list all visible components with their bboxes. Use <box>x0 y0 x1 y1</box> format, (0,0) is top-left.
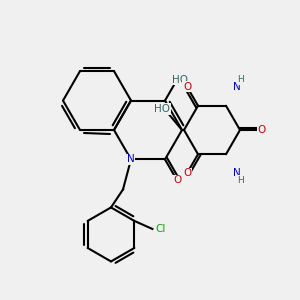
Text: HO: HO <box>172 75 188 85</box>
Text: O: O <box>258 125 266 135</box>
Text: O: O <box>183 82 191 92</box>
Text: N: N <box>233 168 241 178</box>
Text: N: N <box>127 154 135 164</box>
Text: O: O <box>183 168 191 178</box>
Text: H: H <box>238 176 244 185</box>
Text: HO: HO <box>154 104 170 114</box>
Text: H: H <box>238 75 244 84</box>
Text: Cl: Cl <box>155 224 166 234</box>
Text: N: N <box>233 82 241 92</box>
Text: O: O <box>173 175 181 185</box>
